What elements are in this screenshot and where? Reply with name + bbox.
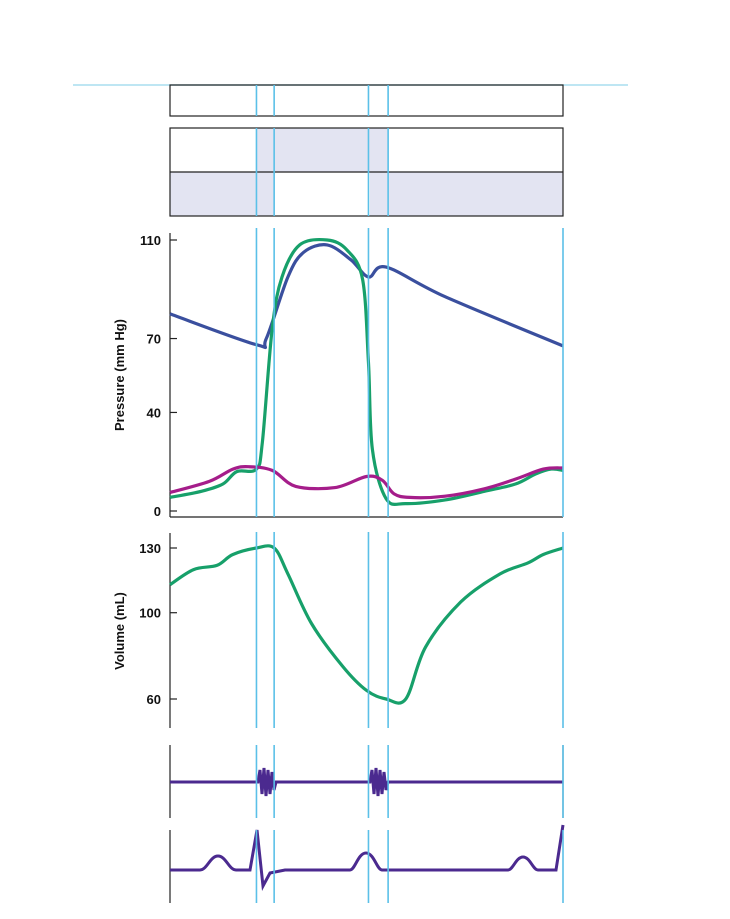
atrial-pressure-line — [169, 465, 564, 500]
valve-shade-lower-filling-late — [389, 172, 563, 216]
pressure-tick-label-70: 70 — [147, 332, 161, 347]
valve-shade-lower-isovolumetric-relaxation — [370, 172, 389, 216]
volume-ticks: 60 100 130 — [139, 541, 177, 707]
volume-lines — [169, 544, 564, 705]
volume-tick-label-100: 100 — [139, 606, 161, 621]
heart-sounds-panel — [169, 745, 564, 818]
top-panel-frame — [169, 84, 564, 117]
pressure-tick-label-0: 0 — [154, 504, 161, 519]
volume-axis-title: Volume (mL) — [112, 592, 127, 670]
ecg-line — [170, 824, 565, 891]
ventricular-pressure-line — [169, 237, 564, 507]
valve-shade-lower-isovolumetric-contraction — [257, 172, 275, 216]
pressure-lines — [169, 237, 564, 507]
valve-shade-upper-isovolumetric-contraction — [257, 128, 275, 172]
volume-tick-label-60: 60 — [147, 692, 161, 707]
pressure-tick-label-110: 110 — [140, 233, 161, 248]
ventricular-volume-line — [169, 544, 564, 705]
phase-guides — [255, 85, 564, 903]
valve-shade-lower-filling — [170, 172, 257, 216]
valve-shade-upper-ejection — [275, 128, 370, 172]
valve-shade-upper-isovolumetric-relaxation — [370, 128, 389, 172]
pressure-panel: Pressure (mm Hg) 0 40 70 110 — [112, 233, 564, 519]
ecg-panel — [169, 824, 565, 903]
pressure-ticks: 0 40 70 110 — [140, 233, 177, 519]
pressure-tick-label-40: 40 — [147, 405, 161, 420]
pressure-axis-title: Pressure (mm Hg) — [112, 319, 127, 431]
aortic-pressure-line — [169, 243, 564, 350]
valve-state-panel — [169, 127, 564, 217]
volume-panel: Volume (mL) 60 100 130 — [112, 533, 564, 728]
volume-tick-label-130: 130 — [139, 541, 161, 556]
phonocardiogram-line — [170, 767, 563, 797]
